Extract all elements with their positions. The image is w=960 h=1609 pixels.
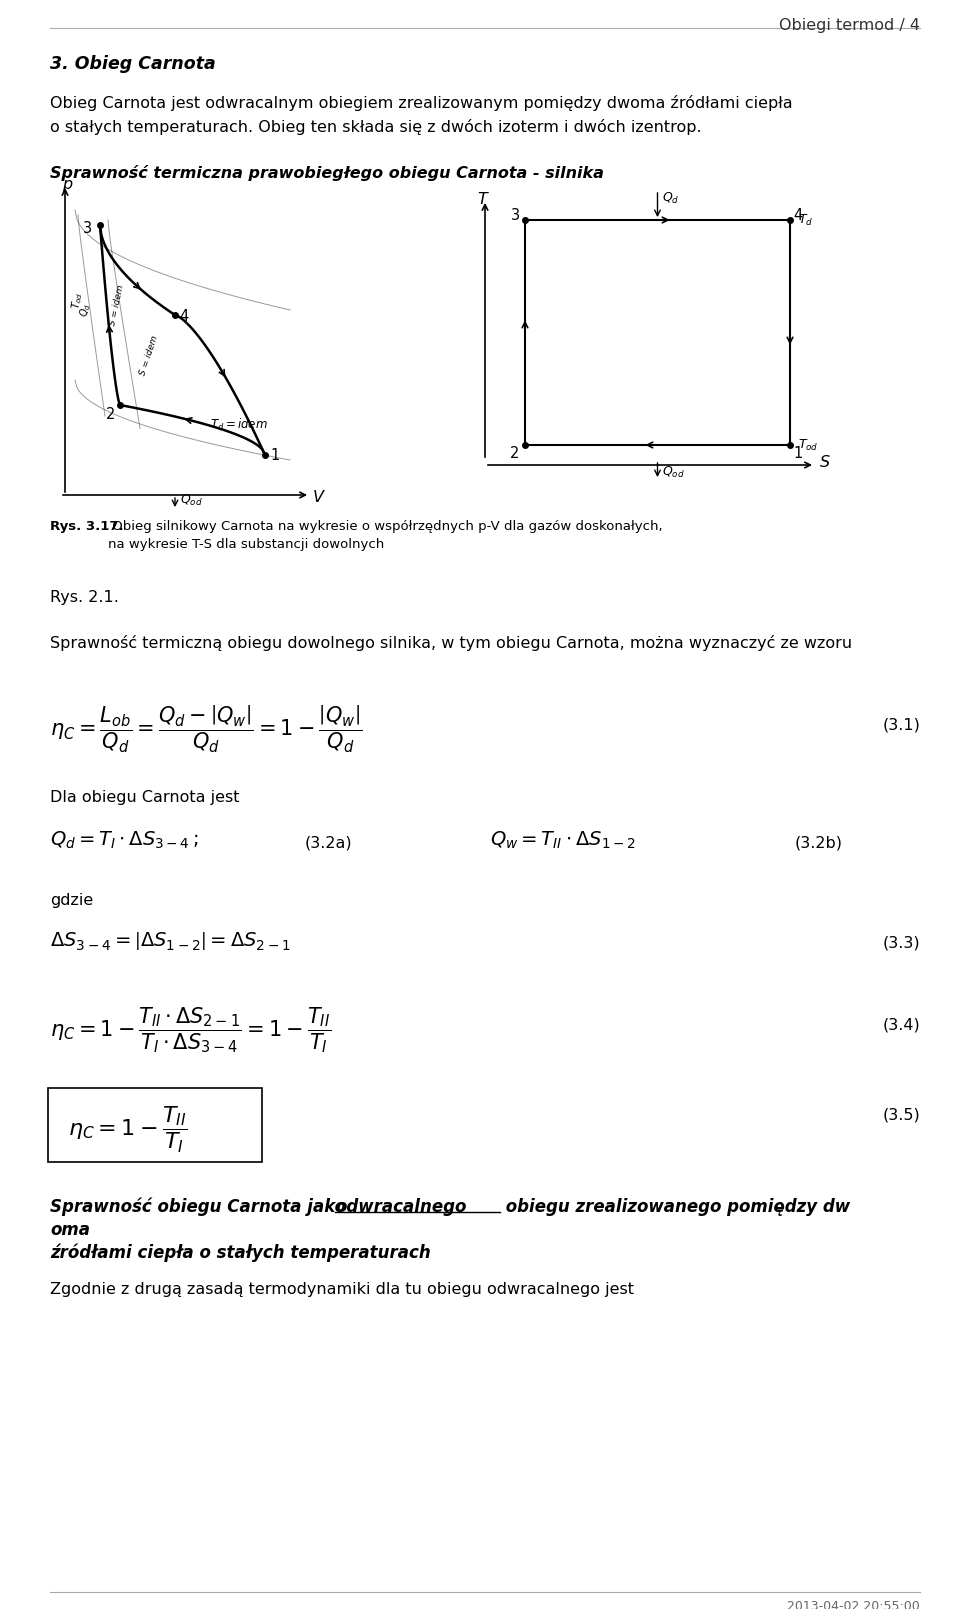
Text: $Q_{od}$: $Q_{od}$ [180,492,203,507]
Text: gdzie: gdzie [50,893,93,907]
Text: 3. Obieg Carnota: 3. Obieg Carnota [50,55,216,72]
Text: $Q_{od}$: $Q_{od}$ [662,465,685,479]
Text: $T_d = idem$: $T_d = idem$ [210,417,268,433]
Text: 2013-04-02 20:55:00: 2013-04-02 20:55:00 [787,1599,920,1609]
Text: S: S [820,454,830,470]
Text: (3.2a): (3.2a) [305,835,352,850]
Text: (3.4): (3.4) [882,1017,920,1031]
Text: Zgodnie z drugą zasadą termodynamiki dla tu obiegu odwracalnego jest: Zgodnie z drugą zasadą termodynamiki dla… [50,1282,634,1297]
Text: S = idem: S = idem [138,335,159,377]
Text: 1: 1 [270,447,279,462]
Text: $Q_d$: $Q_d$ [77,302,93,319]
Text: Rys. 2.1.: Rys. 2.1. [50,591,119,605]
Text: $\Delta S_{3-4} = \left|\Delta S_{1-2}\right| = \Delta S_{2-1}$: $\Delta S_{3-4} = \left|\Delta S_{1-2}\r… [50,930,291,953]
Text: $Q_d = T_I \cdot \Delta S_{3-4}\,;$: $Q_d = T_I \cdot \Delta S_{3-4}\,;$ [50,830,199,851]
Text: Sprawność termiczną obiegu dowolnego silnika, w tym obiegu Carnota, można wyznac: Sprawność termiczną obiegu dowolnego sil… [50,636,852,652]
Text: obiegu zrealizowanego pomiędzy dw: obiegu zrealizowanego pomiędzy dw [500,1199,851,1216]
Text: S = idem: S = idem [108,283,126,327]
Text: $T_d$: $T_d$ [798,212,813,227]
Text: Obieg Carnota jest odwracalnym obiegiem zrealizowanym pomiędzy dwoma źródłami ci: Obieg Carnota jest odwracalnym obiegiem … [50,95,793,135]
Text: V: V [313,489,324,505]
Text: (3.1): (3.1) [882,718,920,732]
Text: Sprawność obiegu Carnota jako: Sprawność obiegu Carnota jako [50,1199,351,1216]
Text: Sprawność termiczna prawobiegłego obiegu Carnota - silnika: Sprawność termiczna prawobiegłego obiegu… [50,166,604,180]
Text: $Q_d$: $Q_d$ [662,190,680,206]
Text: 3: 3 [83,220,92,237]
Text: 2: 2 [106,407,115,422]
Text: T: T [477,191,487,208]
Text: Obiegi termod / 4: Obiegi termod / 4 [779,18,920,34]
FancyBboxPatch shape [48,1088,262,1162]
Text: Obieg silnikowy Carnota na wykresie o współrzędnych p-V dla gazów doskonałych,
n: Obieg silnikowy Carnota na wykresie o ws… [108,520,662,550]
Text: 4: 4 [793,208,803,222]
Text: odwracalnego: odwracalnego [335,1199,467,1216]
Text: (3.2b): (3.2b) [795,835,843,850]
Text: $Q_w = T_{II} \cdot \Delta S_{1-2}$: $Q_w = T_{II} \cdot \Delta S_{1-2}$ [490,830,636,851]
Text: Dla obiegu Carnota jest: Dla obiegu Carnota jest [50,790,239,804]
Text: 2: 2 [511,446,519,460]
Text: 1: 1 [793,446,803,460]
Text: 3: 3 [511,208,519,222]
Text: $\eta_C = 1 - \dfrac{T_{II} \cdot \Delta S_{2-1}}{T_I \cdot \Delta S_{3-4}} = 1 : $\eta_C = 1 - \dfrac{T_{II} \cdot \Delta… [50,1006,331,1056]
Text: p: p [62,177,72,191]
Text: Rys. 3.17.: Rys. 3.17. [50,520,124,533]
Text: (3.5): (3.5) [882,1109,920,1123]
Text: oma: oma [50,1221,90,1239]
Text: 4: 4 [179,309,188,323]
Text: $\eta_C = 1 - \dfrac{T_{II}}{T_I}$: $\eta_C = 1 - \dfrac{T_{II}}{T_I}$ [68,1105,188,1155]
Text: $\eta_C = \dfrac{L_{ob}}{Q_d} = \dfrac{Q_d - \left|Q_w\right|}{Q_d} = 1 - \dfrac: $\eta_C = \dfrac{L_{ob}}{Q_d} = \dfrac{Q… [50,705,362,755]
Text: źródłami ciepła o stałych temperaturach: źródłami ciepła o stałych temperaturach [50,1244,431,1263]
Text: $T_{od}$: $T_{od}$ [69,290,85,309]
Text: $T_{od}$: $T_{od}$ [798,438,819,452]
Text: (3.3): (3.3) [882,935,920,949]
